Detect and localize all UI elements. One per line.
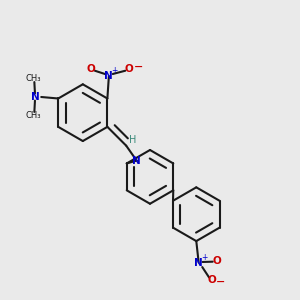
Text: N: N xyxy=(104,71,113,81)
Text: O: O xyxy=(125,64,134,74)
Text: H: H xyxy=(129,135,136,145)
Text: O: O xyxy=(208,275,217,286)
Text: O: O xyxy=(212,256,221,266)
Text: +: + xyxy=(201,253,207,262)
Text: N: N xyxy=(32,92,40,102)
Text: −: − xyxy=(216,277,225,287)
Text: CH₃: CH₃ xyxy=(25,74,40,83)
Text: +: + xyxy=(111,66,117,75)
Text: −: − xyxy=(134,62,143,72)
Text: O: O xyxy=(87,64,95,74)
Text: N: N xyxy=(194,258,203,268)
Text: CH₃: CH₃ xyxy=(25,111,40,120)
Text: N: N xyxy=(132,156,141,166)
